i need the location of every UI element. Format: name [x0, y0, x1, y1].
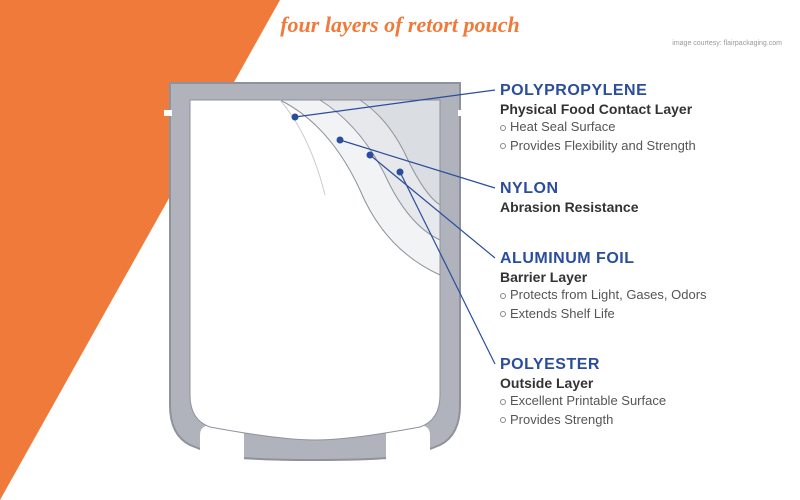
layer-subtitle: Abrasion Resistance [500, 199, 639, 215]
layer-label-2: ALUMINUM FOILBarrier LayerProtects from … [500, 250, 707, 322]
layer-subtitle: Physical Food Contact Layer [500, 101, 696, 117]
layer-label-3: POLYESTEROutside LayerExcellent Printabl… [500, 356, 666, 428]
layer-detail: Heat Seal Surface [500, 118, 696, 136]
layer-detail: Provides Strength [500, 411, 666, 429]
layer-detail: Protects from Light, Gases, Odors [500, 286, 707, 304]
layer-name: POLYPROPYLENE [500, 82, 696, 100]
layer-subtitle: Outside Layer [500, 375, 666, 391]
layer-detail: Provides Flexibility and Strength [500, 137, 696, 155]
layer-label-1: NYLONAbrasion Resistance [500, 180, 639, 215]
page-title: four layers of retort pouch [0, 12, 800, 38]
notch-right [458, 110, 466, 116]
layer-name: NYLON [500, 180, 639, 198]
layer-detail: Extends Shelf Life [500, 305, 707, 323]
notch-left [164, 110, 172, 116]
pouch-diagram [150, 75, 480, 470]
image-credit: image courtesy: flairpackaging.com [672, 40, 782, 47]
layer-detail: Excellent Printable Surface [500, 392, 666, 410]
layer-subtitle: Barrier Layer [500, 269, 707, 285]
layer-name: POLYESTER [500, 356, 666, 374]
layer-name: ALUMINUM FOIL [500, 250, 707, 268]
layer-label-0: POLYPROPYLENEPhysical Food Contact Layer… [500, 82, 696, 154]
